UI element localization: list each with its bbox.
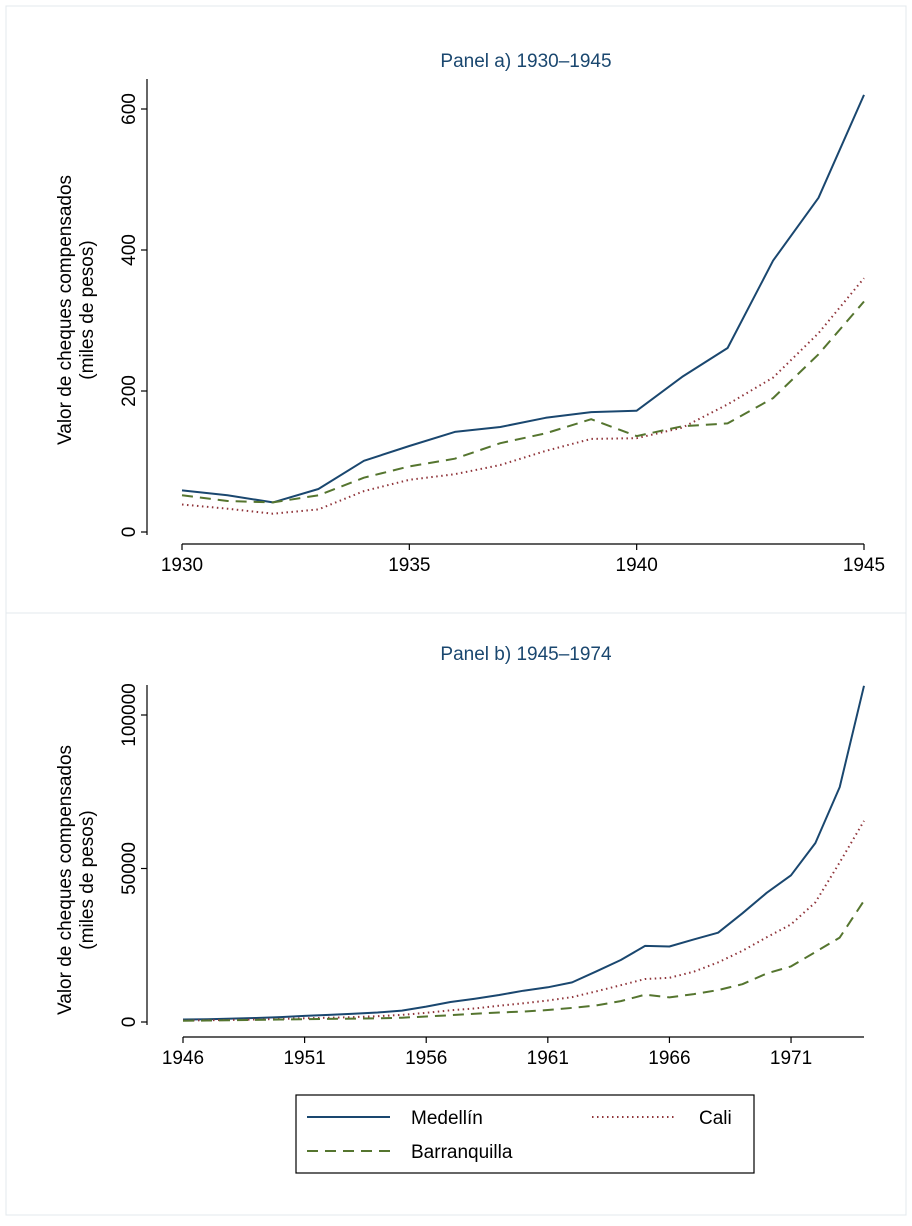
- panel-a-ylabel-line2: (miles de pesos): [77, 240, 98, 379]
- panel-a-ytick-label: 0: [119, 527, 140, 538]
- panel-b-ylabel-line1: Valor de cheques compensados: [55, 745, 76, 1015]
- panel-a-xtick-label: 1945: [843, 555, 885, 576]
- panel-b-series-medelln: [182, 685, 865, 1021]
- panel-a-xtick-label: 1935: [388, 555, 430, 576]
- panel-b-axes: 0 50000 100000 1946 1951 1956 1961 1966 1971: [119, 683, 864, 1069]
- panel-a-ytick-label: 400: [119, 234, 140, 266]
- legend: Medellín Cali Barranquilla: [295, 1094, 755, 1174]
- outer-frame: [5, 5, 907, 1216]
- legend-box: [295, 1094, 755, 1174]
- panel-b-ylabel-line2: (miles de pesos): [77, 810, 98, 949]
- legend-label-cali: Cali: [699, 1108, 732, 1129]
- panel-a-ytick-label: 200: [119, 375, 140, 407]
- panel-a-series-barranquilla: [181, 300, 865, 504]
- panel-a-title: Panel a) 1930–1945: [440, 51, 611, 72]
- panel-b-series: [182, 685, 865, 1022]
- panel-b-title: Panel b) 1945–1974: [440, 644, 612, 665]
- panel-b-ytick-label: 50000: [119, 842, 140, 895]
- panel-a-ylabel-line1: Valor de cheques compensados: [55, 175, 76, 445]
- panel-b-ytick-label: 0: [119, 1017, 140, 1028]
- panel-a-xtick-label: 1930: [161, 555, 203, 576]
- panel-b-series-cali: [182, 820, 865, 1022]
- panel-b: Panel b) 1945–1974 Valor de cheques comp…: [55, 644, 865, 1069]
- panel-b-xtick-label: 1966: [648, 1048, 690, 1069]
- panel-a-series: [181, 94, 865, 515]
- panel-a-series-medelln: [181, 94, 865, 504]
- panel-b-xtick-label: 1971: [770, 1048, 812, 1069]
- legend-label-medellin: Medellín: [411, 1108, 483, 1129]
- panel-a-xtick-label: 1940: [616, 555, 658, 576]
- panel-b-series-barranquilla: [182, 900, 865, 1022]
- panel-b-xtick-label: 1961: [527, 1048, 569, 1069]
- panel-b-xtick-label: 1951: [283, 1048, 325, 1069]
- panel-b-ytick-label: 100000: [119, 683, 140, 746]
- legend-label-barranquilla: Barranquilla: [411, 1142, 513, 1163]
- panel-a: Panel a) 1930–1945 Valor de cheques comp…: [55, 51, 885, 576]
- panel-a-ytick-label: 600: [119, 93, 140, 125]
- panel-a-axes: 0 200 400 600 1930 1935 1940 1945: [119, 79, 885, 576]
- panel-b-xtick-label: 1946: [162, 1048, 204, 1069]
- panel-b-xtick-label: 1956: [405, 1048, 447, 1069]
